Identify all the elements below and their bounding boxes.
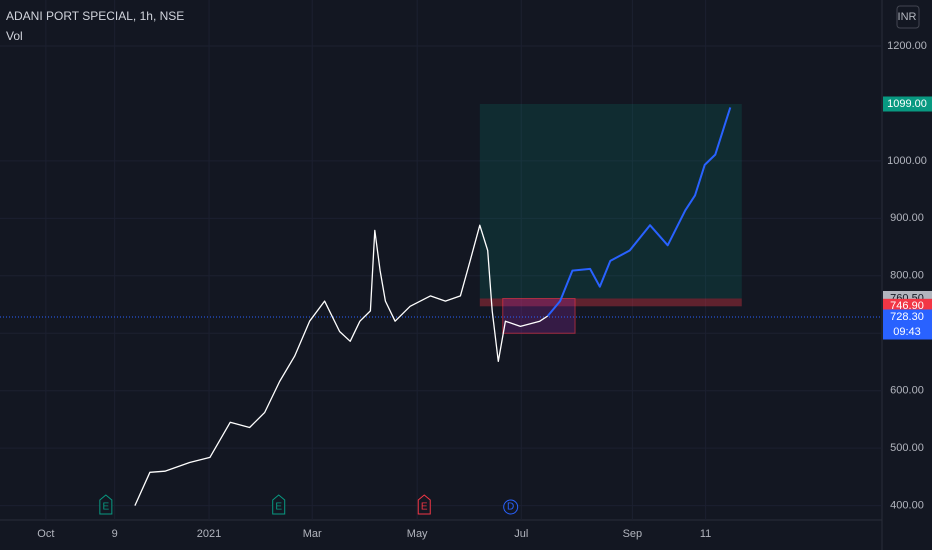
price-label: 746.90 (890, 300, 924, 312)
event-icon (272, 494, 286, 515)
y-tick-label: 800.00 (890, 270, 924, 282)
x-tick-label: Mar (303, 528, 322, 540)
x-tick-label: 11 (700, 528, 711, 540)
y-tick-label: 900.00 (890, 212, 924, 224)
y-tick-label: 500.00 (890, 442, 924, 454)
y-tick-label: 400.00 (890, 500, 924, 512)
chart-title: ADANI PORT SPECIAL, 1h, NSE (6, 9, 184, 23)
stop-zone (479, 298, 742, 307)
currency-box (896, 5, 920, 29)
x-tick-label: 9 (112, 528, 118, 540)
event-icon (99, 494, 113, 515)
price-line (134, 224, 549, 506)
y-tick-label: 600.00 (890, 385, 924, 397)
x-tick-label: Sep (623, 528, 643, 540)
price-label: 728.30 (890, 311, 924, 323)
event-label: E (275, 502, 282, 513)
target-zone (479, 104, 742, 299)
entry-zone (502, 297, 576, 334)
x-tick-label: Oct (37, 528, 54, 540)
event-icon (503, 499, 519, 515)
x-tick-label: May (407, 528, 428, 540)
price-label: 1099.00 (887, 98, 927, 110)
countdown: 09:43 (893, 326, 921, 338)
price-label-box (883, 309, 932, 340)
event-label: E (103, 502, 110, 513)
currency: INR (898, 11, 917, 23)
x-tick-label: 2021 (197, 528, 221, 540)
price-label-box (883, 96, 932, 112)
y-tick-label: 1000.00 (887, 155, 927, 167)
event-label: E (421, 502, 428, 513)
price-line (546, 107, 732, 317)
x-tick-label: Jul (514, 528, 528, 540)
event-label: D (507, 502, 514, 513)
event-icon (417, 494, 431, 515)
volume-label: Vol (6, 29, 23, 43)
y-tick-label: 1200.00 (887, 40, 927, 52)
